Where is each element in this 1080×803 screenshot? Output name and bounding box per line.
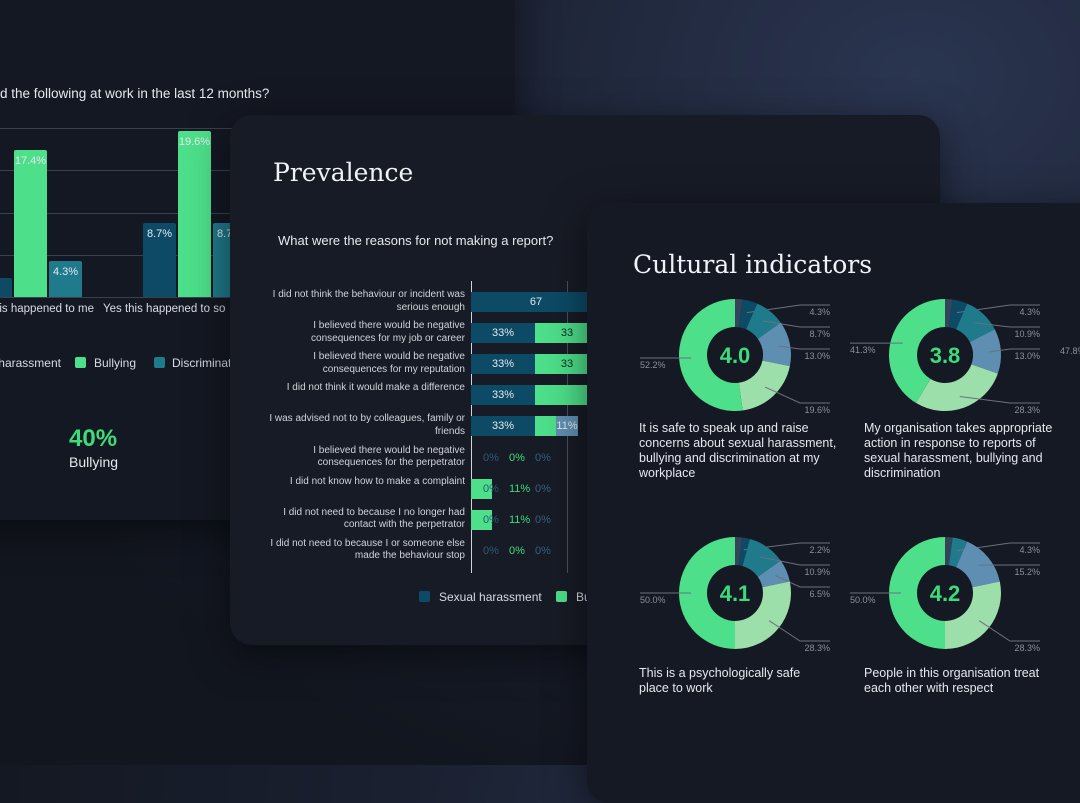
bar-value-label: 33% [471, 416, 535, 436]
donut-slice-label: 28.3% [1014, 405, 1040, 415]
bar-value-label: 17.4% [14, 155, 47, 167]
bar-value-label: 0% [509, 541, 525, 561]
donut-slice-label: 52.2% [640, 360, 666, 370]
category-label: I believed there would be negative conse… [265, 445, 465, 470]
card2-question: What were the reasons for not making a r… [278, 233, 553, 248]
donut-slice-label: 10.9% [804, 567, 830, 577]
donut-caption-2: This is a psychologically safe place to … [639, 666, 829, 696]
legend-swatch-discrimination [154, 357, 165, 368]
donut-charts: 4.3% 8.7% 13.0% 19.6% 52.2% 4.0 4.3% 10.9% 13.0%… [587, 203, 1080, 803]
legend-sexual-harassment: Sexual harassment [439, 590, 542, 604]
bar-value-label: 33% [471, 354, 535, 374]
donut-slice-label: 28.3% [804, 643, 830, 653]
bar-bullying [14, 150, 47, 297]
legend-bullying: Bullying [94, 356, 136, 370]
bar-value-label: 0% [483, 510, 499, 530]
donut-slice-label: 41.3% [850, 345, 876, 355]
donut-slice-label: 15.2% [1014, 567, 1040, 577]
bar-segment [535, 416, 556, 436]
extra-donut-label: 47.8% [1060, 346, 1080, 356]
bar-value-label: 8.7% [143, 228, 176, 240]
category-label: I did not think it would make a differen… [287, 382, 465, 395]
bar-value-label: 33% [471, 385, 535, 405]
bar-value-label: 11% [509, 510, 530, 530]
donut-caption-1: My organisation takes appropriate action… [864, 421, 1064, 481]
legend-swatch-bullying [75, 357, 86, 368]
stat-label: Bullying [69, 454, 118, 470]
donut-slice-label: 4.3% [1019, 307, 1040, 317]
card1-question: d the following at work in the last 12 m… [0, 86, 269, 101]
bar-value-label: 0% [509, 448, 525, 468]
donut-score: 4.1 [720, 581, 751, 606]
donut-score: 4.0 [720, 343, 751, 368]
stat-value: 40% [69, 425, 117, 453]
bar-value-label: 11% [509, 479, 530, 499]
donut-slice-label: 28.3% [1014, 643, 1040, 653]
donut-slice-label: 50.0% [640, 595, 666, 605]
donut-slice-label: 4.3% [1019, 545, 1040, 555]
category-label: I did not know how to make a complaint [290, 476, 465, 489]
category-label: I did not need to because I or someone e… [265, 538, 465, 563]
donut-score: 4.2 [930, 581, 961, 606]
bar-value-label: 67 [471, 292, 601, 312]
cultural-indicators-card: Cultural indicators 4.3%8.7%13.0%19.6%52… [587, 203, 1080, 803]
donut-caption-3: People in this organisation treat each o… [864, 666, 1064, 696]
legend-sexual-harassment: Sexual harassment [0, 356, 61, 370]
legend-swatch-sexual-harassment [419, 591, 430, 602]
donut-slice-label: 13.0% [1014, 351, 1040, 361]
bar-value-label: 0% [535, 510, 551, 530]
bar-value-label: 0% [535, 479, 551, 499]
category-label: I did not think the behaviour or inciden… [265, 289, 465, 314]
bar-value-label: 0% [483, 448, 499, 468]
card2-title: Prevalence [273, 158, 413, 187]
donut-slice [916, 364, 998, 411]
donut-slice-label: 4.3% [809, 307, 830, 317]
donut-slice-label: 2.2% [809, 545, 830, 555]
donut-slice-label: 6.5% [809, 589, 830, 599]
bar-value-label: 4.3% [49, 266, 82, 278]
bar-bullying [178, 131, 211, 297]
bar-value-label: 11% [556, 416, 577, 436]
donut-slice-label: 10.9% [1014, 329, 1040, 339]
donut-slice-label: 8.7% [809, 329, 830, 339]
legend-swatch-bullying [556, 591, 567, 602]
category-label: I believed there would be negative conse… [265, 351, 465, 376]
bar-value-label: % [0, 283, 12, 295]
bar-value-label: 19.6% [178, 136, 211, 148]
donut-caption-0: It is safe to speak up and raise concern… [639, 421, 854, 481]
donut-slice-label: 19.6% [804, 405, 830, 415]
donut-slice-label: 50.0% [850, 595, 876, 605]
donut-slice-label: 13.0% [804, 351, 830, 361]
bar-value-label: 0% [483, 479, 499, 499]
category-label: I believed there would be negative conse… [265, 320, 465, 345]
category-label: I was advised not to by colleagues, fami… [265, 413, 465, 438]
x-label-1: Yes this happened to so [103, 303, 225, 315]
x-label-0: Yes this happened to me [0, 303, 94, 315]
bar-value-label: 33% [471, 323, 535, 343]
category-label: I did not need to because I no longer ha… [265, 507, 465, 532]
donut-slice [739, 361, 790, 411]
donut-score: 3.8 [930, 343, 961, 368]
bar-value-label: 0% [483, 541, 499, 561]
bar-value-label: 0% [535, 448, 551, 468]
bar-value-label: 0% [535, 541, 551, 561]
